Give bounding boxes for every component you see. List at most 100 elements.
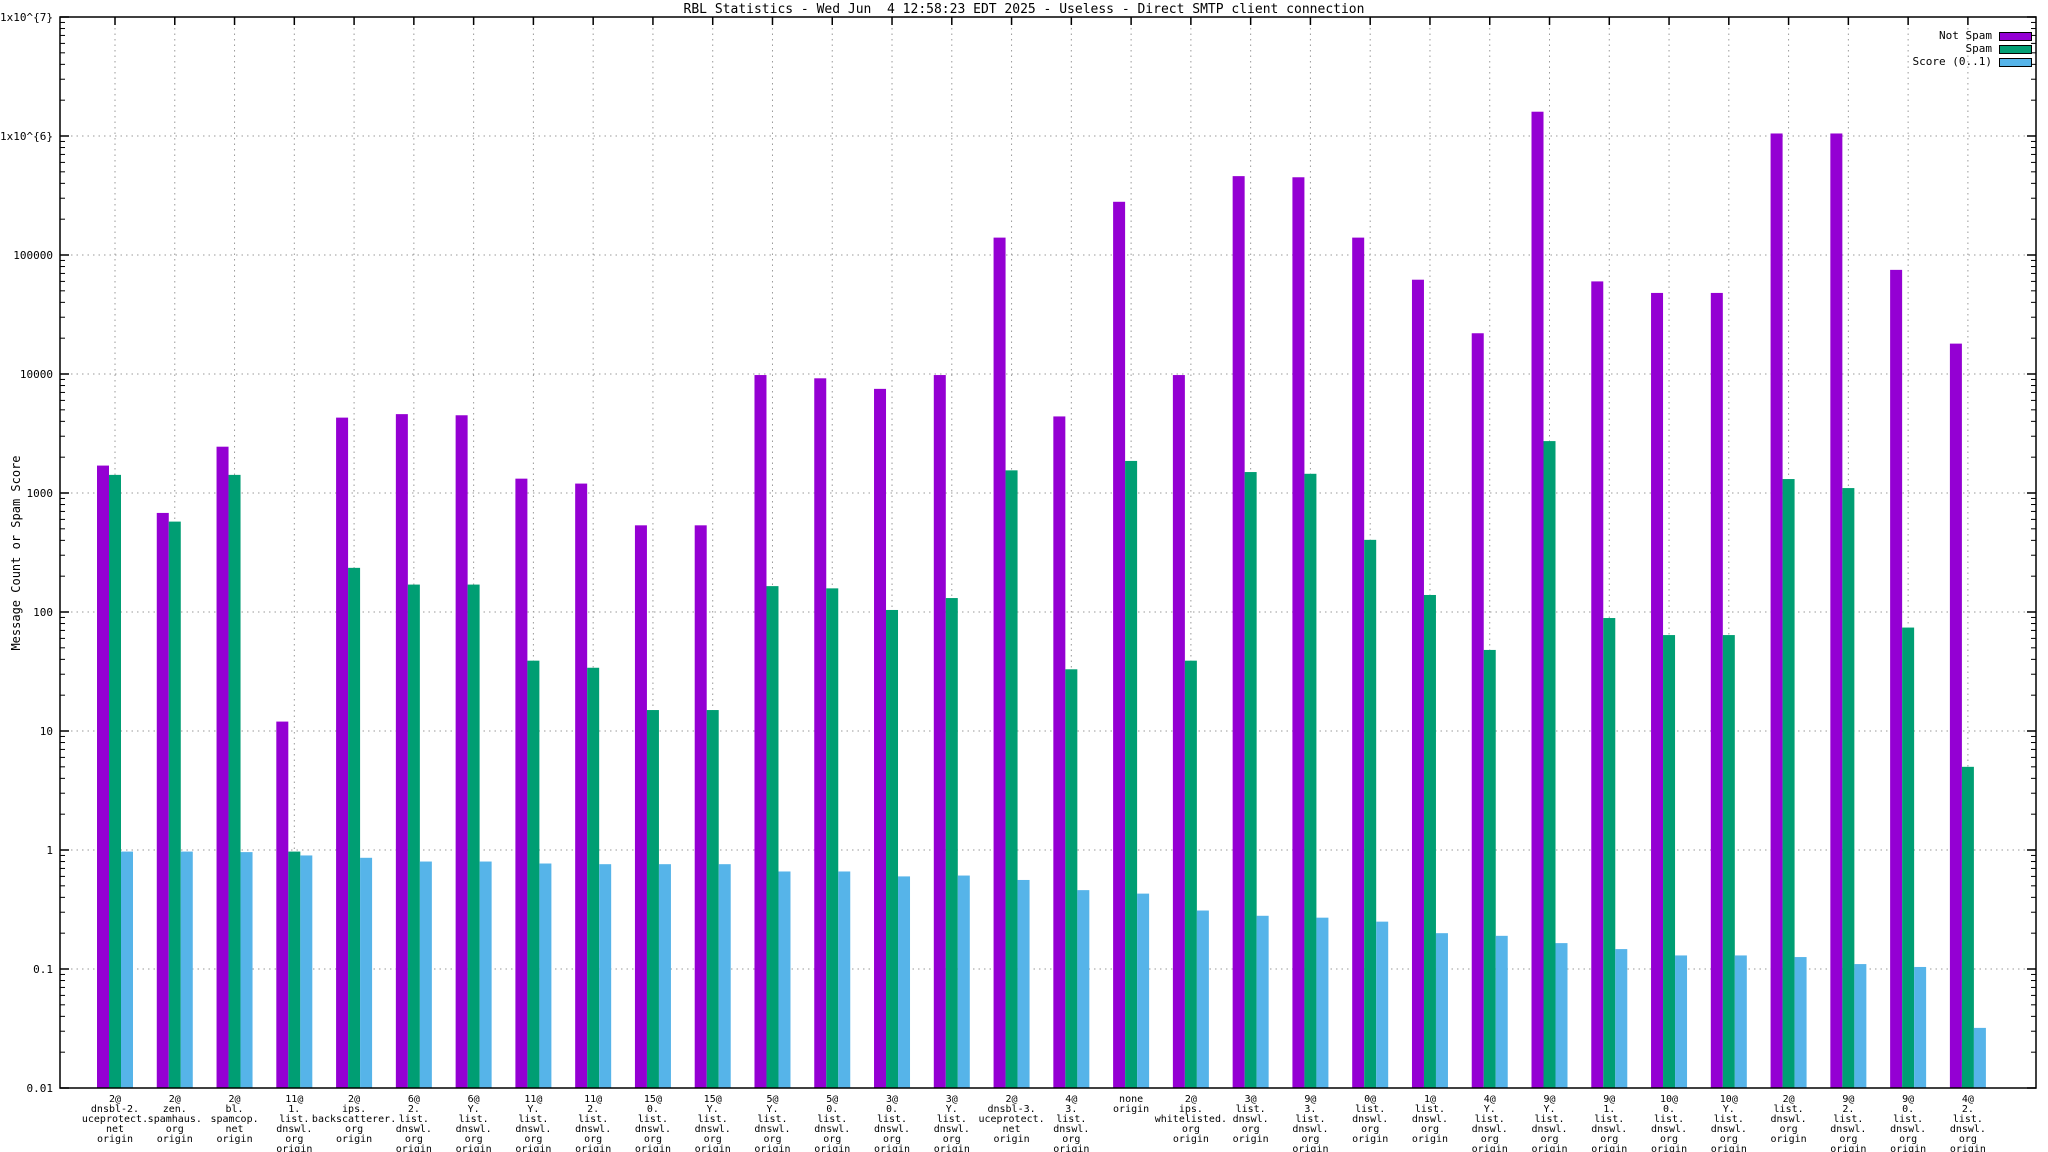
bar-spam: [1184, 660, 1197, 1088]
bar-not-spam: [1411, 279, 1424, 1088]
bar-score: [300, 855, 313, 1088]
legend-swatch-spam: [1999, 44, 2032, 54]
bar-score: [1973, 1027, 1986, 1088]
bar-spam: [1364, 539, 1377, 1088]
x-tick-label: 11@ Y. list. dnswl. org origin: [515, 1094, 551, 1152]
bar-score: [539, 863, 552, 1088]
x-tick-label: 4@ Y. list. dnswl. org origin: [1472, 1094, 1508, 1152]
bar-spam: [1244, 472, 1257, 1088]
bar-score: [778, 871, 791, 1088]
bar-not-spam: [694, 525, 707, 1088]
x-tick-label: 10@ 0. list. dnswl. org origin: [1651, 1094, 1687, 1152]
bar-not-spam: [634, 525, 647, 1088]
x-tick-label: 3@ list. dnswl. org origin: [1233, 1094, 1269, 1145]
y-tick-label: 1x10^{6}: [0, 130, 53, 143]
bar-score: [419, 861, 432, 1088]
legend-row-score: Score (0..1): [1913, 56, 2032, 68]
x-tick-label: 4@ 3. list. dnswl. org origin: [1053, 1094, 1089, 1152]
bar-score: [1256, 915, 1269, 1088]
bar-score: [1137, 893, 1150, 1088]
bar-not-spam: [814, 378, 827, 1089]
bar-not-spam: [1651, 292, 1664, 1089]
bar-score: [1794, 957, 1807, 1088]
x-tick-label: 15@ Y. list. dnswl. org origin: [695, 1094, 731, 1152]
bar-score: [1435, 933, 1448, 1088]
x-tick-label: 11@ 2. list. dnswl. org origin: [575, 1094, 611, 1152]
x-tick-label: 9@ 2. list. dnswl. org origin: [1830, 1094, 1866, 1152]
x-tick-label: 5@ Y. list. dnswl. org origin: [754, 1094, 790, 1152]
x-tick-label: 2@ dnsbl-2. uceprotect. net origin: [82, 1094, 148, 1145]
bar-not-spam: [1890, 269, 1903, 1089]
legend-row-not-spam: Not Spam: [1913, 30, 2032, 42]
x-tick-label: 9@ 0. list. dnswl. org origin: [1890, 1094, 1926, 1152]
x-tick-label: 6@ 2. list. dnswl. org origin: [396, 1094, 432, 1152]
bar-spam: [168, 521, 181, 1088]
y-tick-label: 10: [40, 725, 53, 738]
x-tick-label: 9@ 3. list. dnswl. org origin: [1292, 1094, 1328, 1152]
bar-not-spam: [515, 478, 528, 1088]
bar-score: [1854, 964, 1867, 1088]
bar-spam: [646, 710, 659, 1088]
bar-spam: [826, 588, 839, 1088]
bar-not-spam: [575, 483, 588, 1089]
bar-not-spam: [1471, 333, 1484, 1088]
chart-title: RBL Statistics - Wed Jun 4 12:58:23 EDT …: [683, 2, 1365, 17]
x-tick-label: 2@ bl. spamcop. net origin: [210, 1094, 258, 1145]
bar-score: [957, 875, 970, 1088]
bar-spam: [348, 567, 361, 1088]
bar-spam: [1423, 594, 1436, 1088]
bar-not-spam: [754, 375, 767, 1089]
bar-spam: [1722, 635, 1735, 1088]
y-tick-label: 0.1: [33, 963, 53, 976]
bar-spam: [886, 609, 899, 1088]
bar-score: [1376, 921, 1389, 1088]
bar-score: [599, 864, 612, 1088]
bar-not-spam: [1232, 176, 1245, 1088]
bar-not-spam: [1352, 237, 1365, 1088]
bar-spam: [1005, 470, 1018, 1088]
bar-score: [898, 876, 911, 1088]
bar-score: [1017, 879, 1030, 1088]
bar-score: [1495, 935, 1508, 1088]
x-tick-label: 9@ Y. list. dnswl. org origin: [1531, 1094, 1567, 1152]
bar-not-spam: [993, 237, 1006, 1088]
x-tick-label: 2@ list. dnswl. org origin: [1771, 1094, 1807, 1145]
bar-score: [1077, 890, 1090, 1088]
bar-not-spam: [1531, 111, 1544, 1089]
bar-spam: [1961, 766, 1974, 1088]
bar-not-spam: [1113, 201, 1126, 1088]
bar-score: [479, 861, 492, 1088]
bar-spam: [228, 474, 241, 1088]
bar-score: [360, 857, 373, 1088]
bar-spam: [1603, 618, 1616, 1088]
bar-not-spam: [1830, 133, 1843, 1089]
bar-spam: [109, 474, 121, 1088]
legend-row-spam: Spam: [1913, 43, 2032, 55]
x-tick-label: 11@ 1. list. dnswl. org origin: [276, 1094, 312, 1152]
x-tick-label: 4@ 2. list. dnswl. org origin: [1950, 1094, 1986, 1152]
bar-not-spam: [276, 721, 289, 1088]
bar-score: [1914, 966, 1927, 1088]
bar-not-spam: [874, 388, 887, 1089]
bar-spam: [1782, 479, 1795, 1089]
legend-label-spam: Spam: [1965, 42, 1993, 55]
bar-not-spam: [1172, 375, 1185, 1089]
bar-not-spam: [1949, 343, 1962, 1088]
bar-score: [1675, 955, 1688, 1088]
bar-spam: [945, 598, 958, 1088]
bar-score: [1316, 917, 1329, 1088]
y-tick-label: 1000: [27, 487, 54, 500]
bar-spam: [1663, 635, 1676, 1088]
bar-score: [121, 851, 133, 1088]
bar-not-spam: [336, 417, 349, 1088]
x-tick-label: 0@ list. dnswl. org origin: [1352, 1094, 1388, 1145]
legend-swatch-score: [1999, 57, 2032, 67]
x-tick-label: 10@ Y. list. dnswl. org origin: [1711, 1094, 1747, 1152]
bar-spam: [1842, 488, 1855, 1088]
bar-spam: [288, 851, 301, 1088]
bar-not-spam: [216, 446, 229, 1089]
bar-not-spam: [455, 415, 468, 1088]
bar-score: [838, 871, 851, 1088]
bar-spam: [1304, 473, 1317, 1088]
